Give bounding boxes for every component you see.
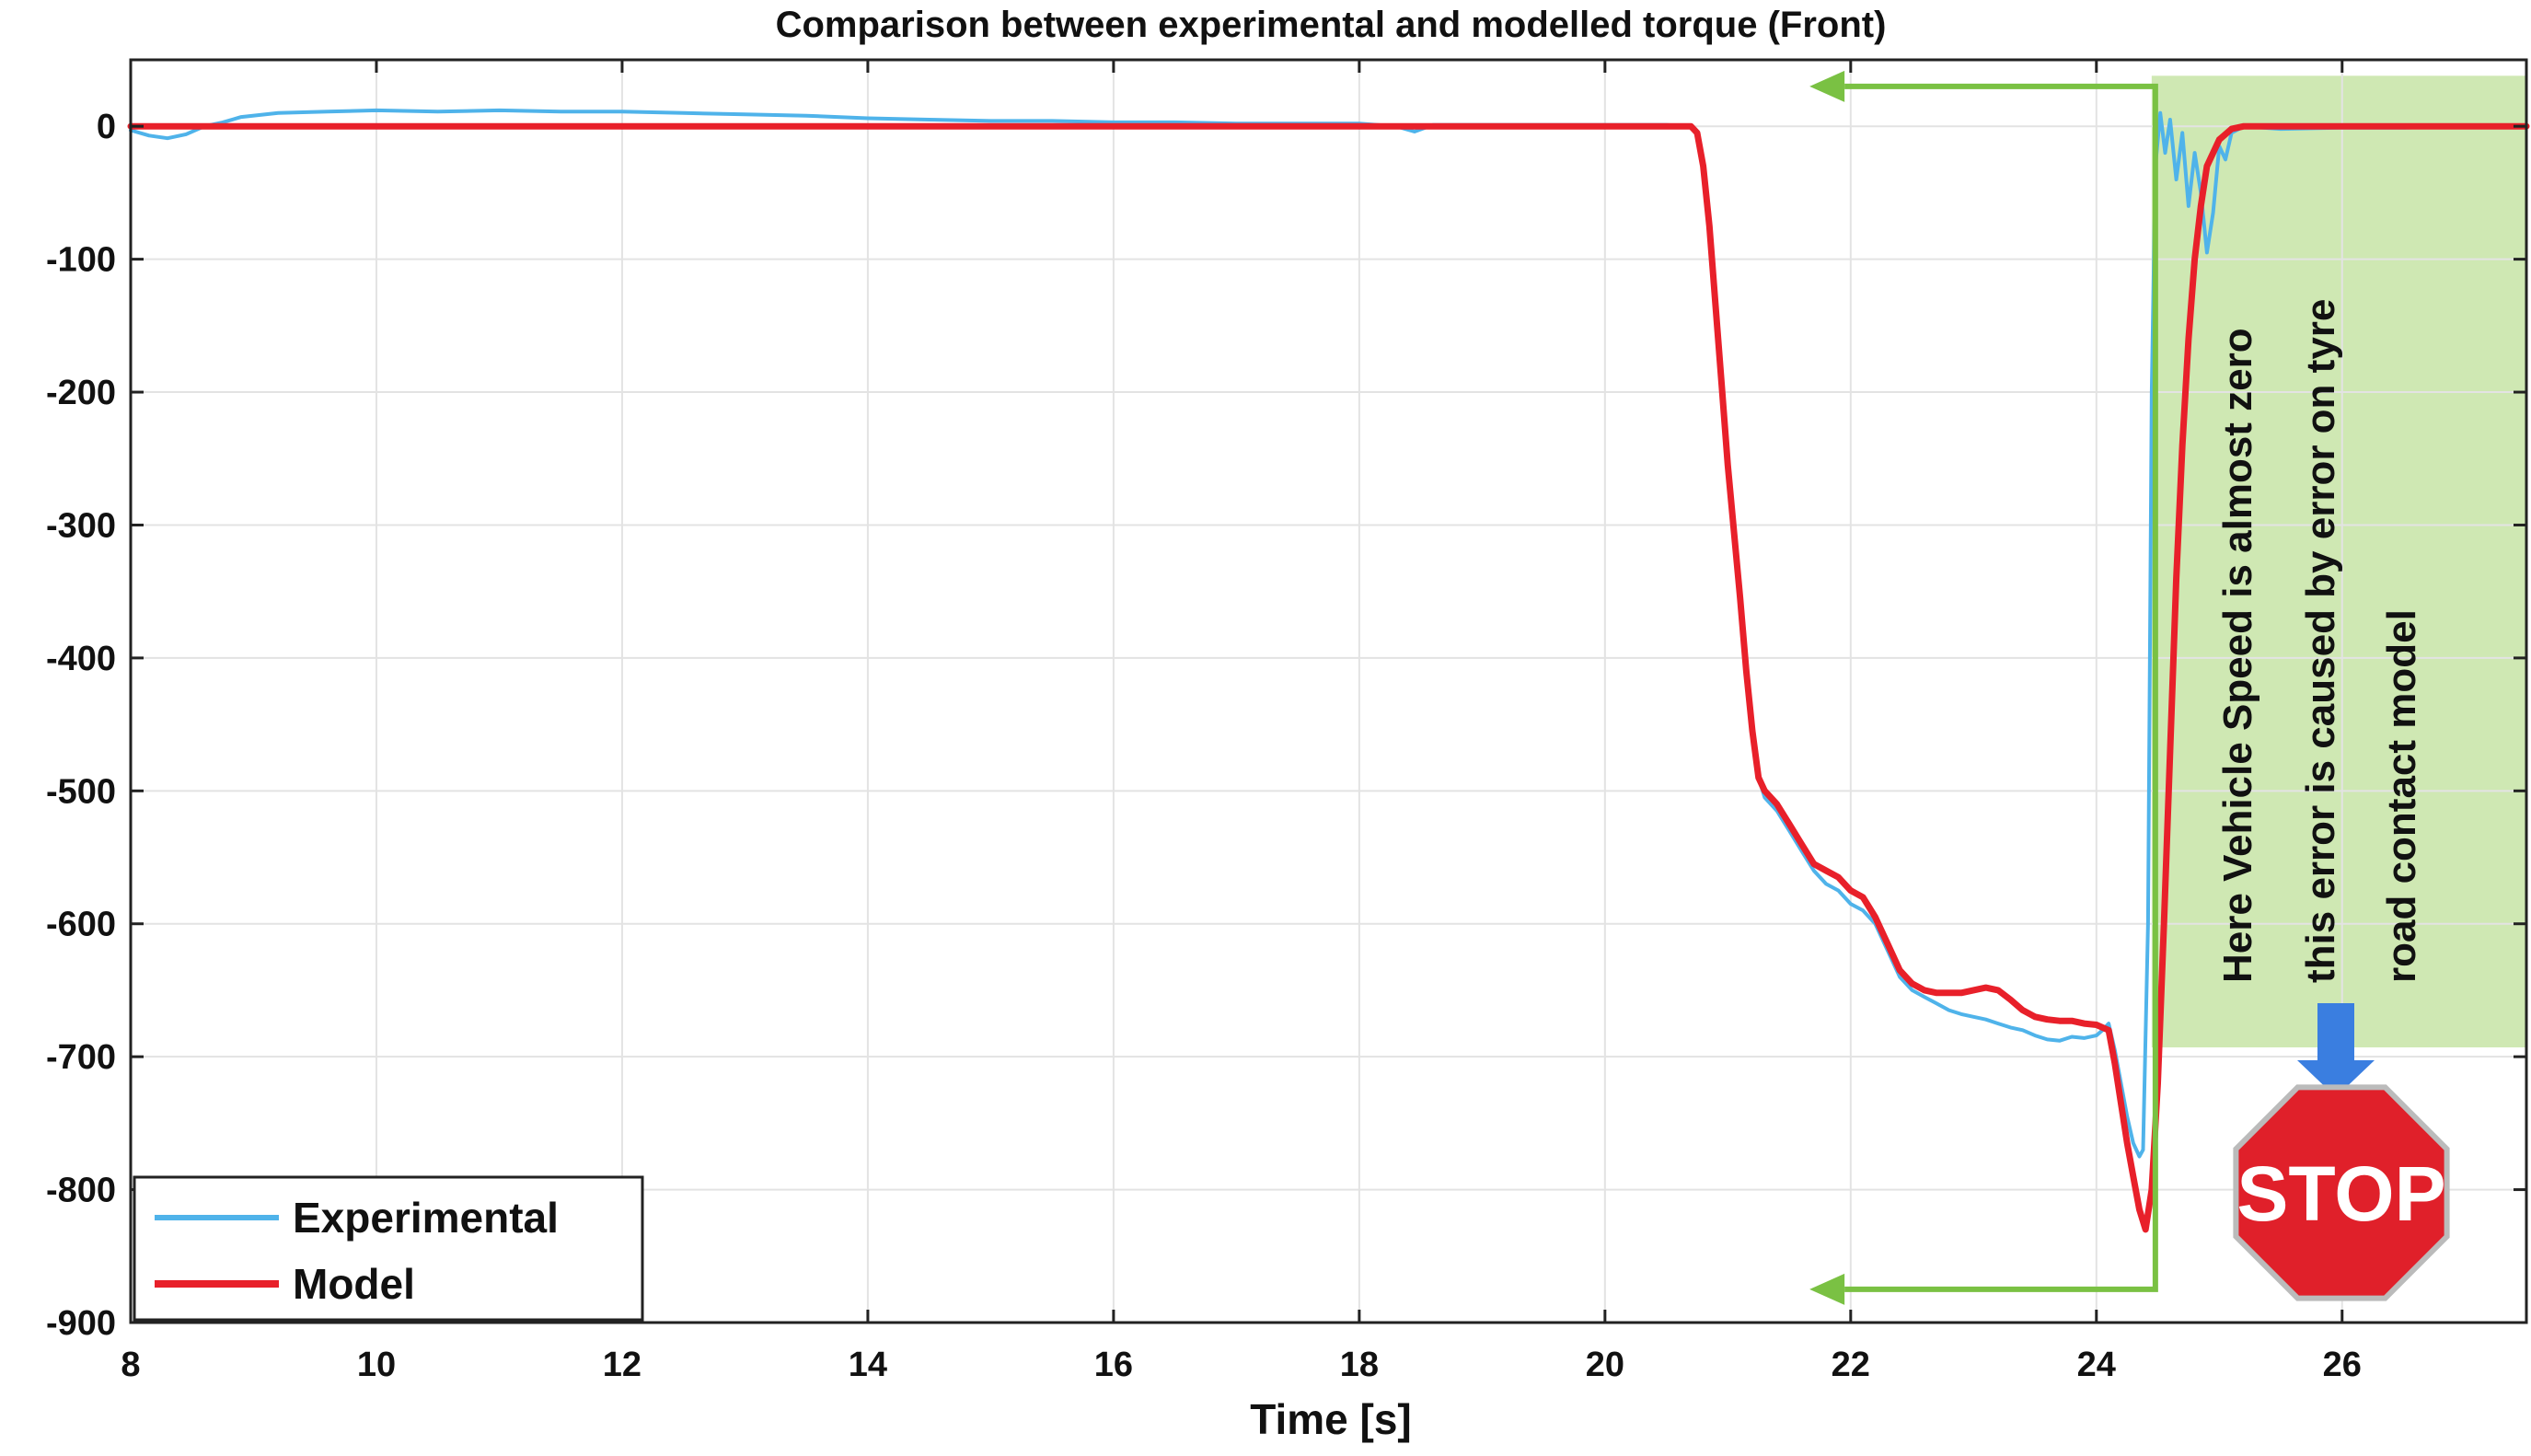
x-tick-label: 10 — [357, 1346, 396, 1384]
x-tick-label: 20 — [1586, 1346, 1624, 1384]
x-tick-label: 8 — [121, 1346, 140, 1384]
x-tick-label: 22 — [1832, 1346, 1870, 1384]
y-tick-label: -100 — [46, 241, 116, 280]
bracket-line — [1844, 83, 2158, 1292]
legend-box — [133, 1175, 644, 1322]
chart-title: Comparison between experimental and mode… — [776, 5, 1887, 45]
arrow-left-bottom-icon — [1809, 1273, 1845, 1305]
highlight-layer — [2151, 75, 2526, 1048]
y-tick-label: 0 — [97, 108, 116, 146]
axes-layer: 8 10 12 14 16 18 20 22 24 26 0 -100 -200 -300 -400 -500… — [46, 58, 2528, 1384]
legend-layer: Experimental Model — [133, 1175, 644, 1322]
x-tick-label: 18 — [1340, 1346, 1379, 1384]
x-tick-label: 12 — [603, 1346, 641, 1384]
grid-layer — [130, 60, 2526, 1323]
stop-sign-icon — [2233, 1084, 2450, 1301]
y-tick-label: -500 — [46, 772, 116, 811]
highlight-region — [2151, 75, 2526, 1048]
y-tick-label: -200 — [46, 374, 116, 412]
annotation-note-line: this error is caused by error on tyre — [2298, 299, 2343, 983]
series-line-experimental — [129, 108, 2528, 1159]
y-tick-label: -300 — [46, 506, 116, 545]
annotation-note-line: Here Vehicle Speed is almost zero — [2215, 328, 2260, 983]
y-tick-label: -800 — [46, 1172, 116, 1210]
down-arrow-icon — [2297, 1003, 2375, 1097]
x-tick-label: 26 — [2323, 1346, 2362, 1384]
series-line-model — [127, 122, 2530, 1233]
legend-label-experimental: Experimental — [293, 1194, 559, 1242]
y-tick-label: -900 — [46, 1304, 116, 1343]
y-tick-label: -400 — [46, 640, 116, 678]
annotation-layer: Here Vehicle Speed is almost zero this er… — [1809, 70, 2450, 1305]
x-tick-label: 14 — [849, 1346, 887, 1384]
series-layer — [127, 108, 2530, 1233]
y-tick-label: -600 — [46, 906, 116, 944]
x-axis-label: Time [s] — [1250, 1395, 1412, 1443]
arrow-left-top-icon — [1809, 70, 1845, 102]
axes-frame — [129, 58, 2528, 1324]
x-tick-label: 16 — [1094, 1346, 1133, 1384]
annotation-note-line: road contact model — [2379, 609, 2424, 983]
x-tick-label: 24 — [2077, 1346, 2116, 1384]
legend-label-model: Model — [293, 1260, 415, 1308]
stop-sign-label: STOP — [2236, 1150, 2445, 1237]
y-tick-label: -700 — [46, 1038, 116, 1077]
